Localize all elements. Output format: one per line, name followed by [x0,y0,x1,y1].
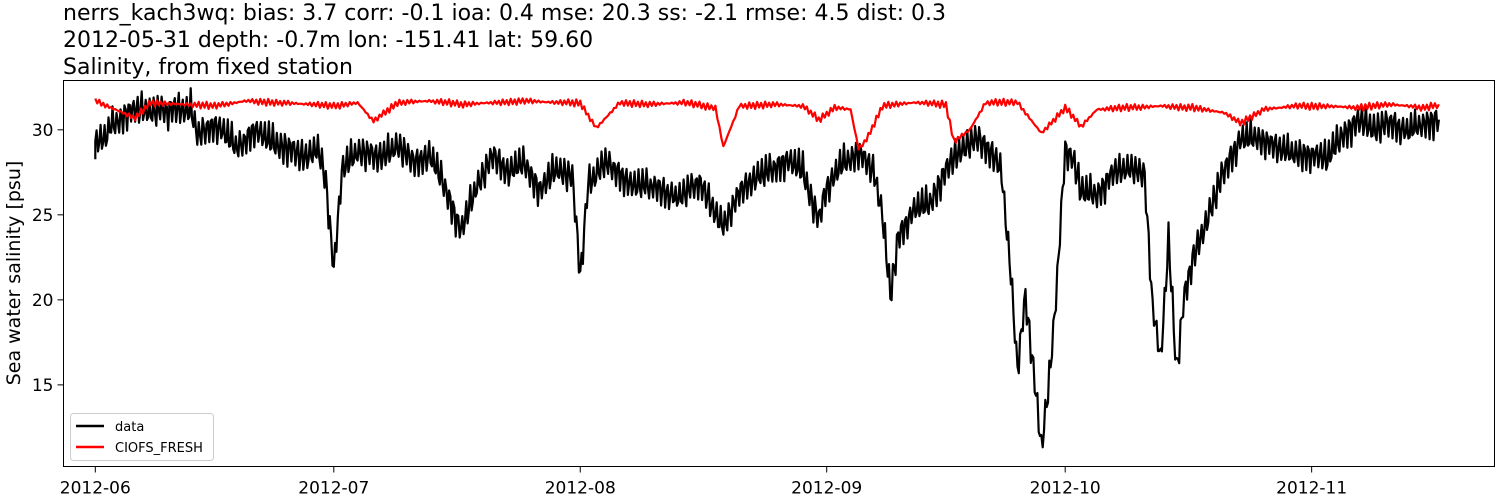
y-axis-label: Sea water salinity [psu] [3,161,25,386]
y-tick-label: 15 [32,376,54,396]
y-tick-label: 20 [32,291,54,311]
y-tick-label: 25 [32,206,54,226]
title-variable-line: Salinity, from fixed station [63,55,353,80]
legend-label-data: data [115,420,144,435]
y-axis: 15 20 25 30 [32,121,64,396]
x-tick-label: 2012-08 [545,479,616,499]
legend-label-ciofs: CIOFS_FRESH [115,441,203,456]
y-tick-label: 30 [32,121,54,141]
x-tick-label: 2012-07 [298,479,369,499]
legend-box [70,413,214,461]
x-tick-label: 2012-06 [60,479,131,499]
chart-title: nerrs_kach3wq: bias: 3.7 corr: -0.1 ioa:… [63,0,946,81]
title-location-line: 2012-05-31 depth: -0.7m lon: -151.41 lat… [63,28,594,53]
legend: data CIOFS_FRESH [70,413,214,461]
plot-area-frame [63,80,1495,467]
x-axis: 2012-06 2012-07 2012-08 2012-09 2012-10 2012-… [60,466,1347,499]
x-tick-label: 2012-10 [1030,479,1101,499]
x-tick-label: 2012-09 [791,479,862,499]
x-tick-label: 2012-11 [1276,479,1347,499]
title-stats-line: nerrs_kach3wq: bias: 3.7 corr: -0.1 ioa:… [63,1,947,26]
series-layer [94,87,1440,449]
series-line-data [94,87,1440,449]
series-line-ciofs-fresh [94,97,1440,151]
